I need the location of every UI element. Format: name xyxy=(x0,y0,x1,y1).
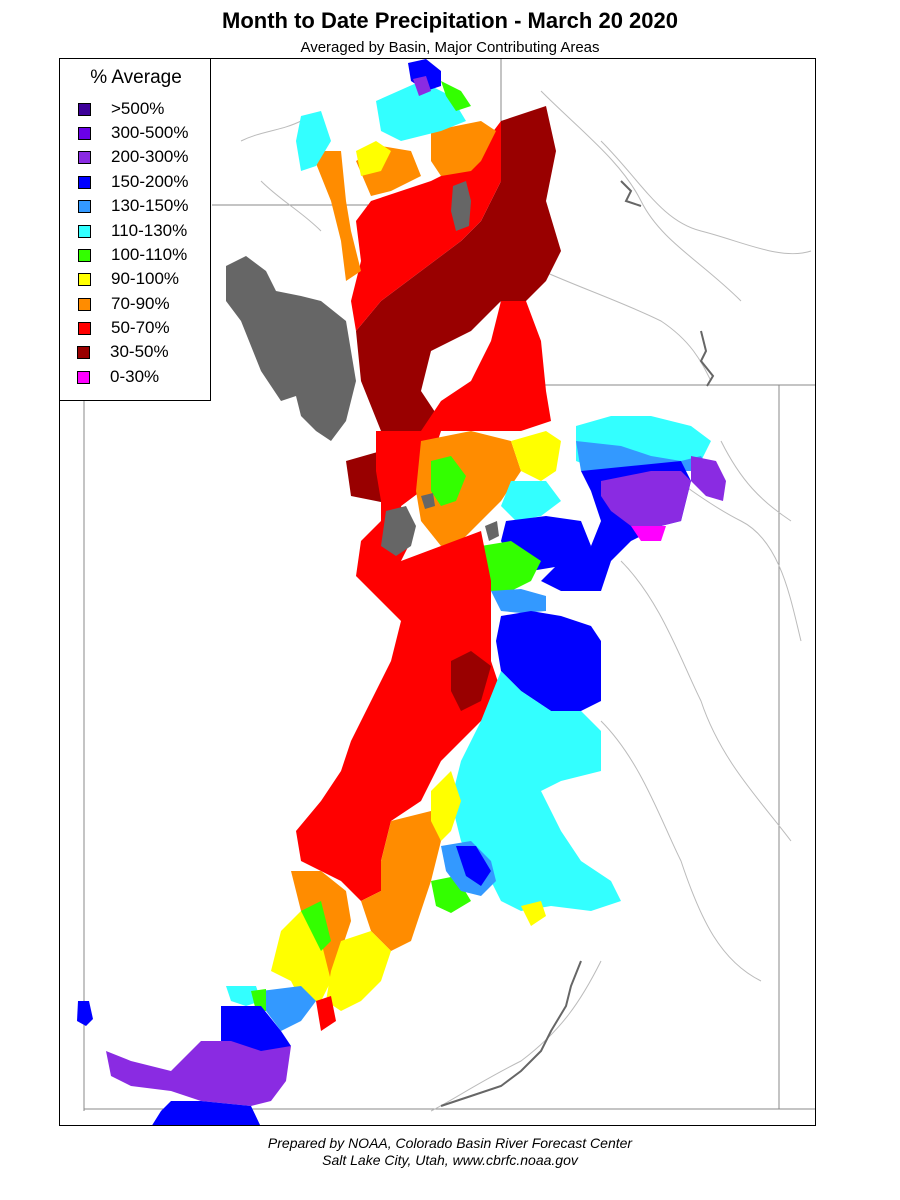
legend-label: 110-130% xyxy=(111,221,188,240)
legend-label: 150-200% xyxy=(111,172,189,191)
basin-farsouth-green xyxy=(251,989,266,1011)
basin-east-violet xyxy=(601,471,691,526)
utah-lake xyxy=(381,506,416,556)
basin-east-violet-2 xyxy=(691,456,726,501)
legend-label: 30-50% xyxy=(110,342,169,361)
legend-swatch xyxy=(78,175,91,189)
bear-lake xyxy=(451,181,471,231)
legend-label: 50-70% xyxy=(111,318,170,337)
basin-east-red xyxy=(421,301,551,431)
legend-swatch xyxy=(78,102,91,116)
legend-swatch xyxy=(77,370,90,384)
basin-south-blue xyxy=(456,846,491,886)
map-subtitle: Averaged by Basin, Major Contributing Ar… xyxy=(300,39,600,56)
legend-item: 110-130% xyxy=(78,221,187,241)
basin-south-dark xyxy=(451,651,491,711)
legend-swatch xyxy=(78,297,91,311)
map-area[interactable] xyxy=(59,58,816,1126)
legend-swatch xyxy=(78,272,91,286)
legend-swatch xyxy=(78,150,91,164)
basin-south-yellow-3 xyxy=(326,931,391,1011)
legend-item: 30-50% xyxy=(77,342,169,362)
basin-south-green-1 xyxy=(301,901,331,951)
basin-west-blue xyxy=(77,1001,93,1026)
legend-item: 200-300% xyxy=(78,147,189,167)
legend-item: 70-90% xyxy=(78,294,170,314)
legend-label: 90-100% xyxy=(111,269,180,288)
basin-southeast-blue xyxy=(496,611,601,711)
legend-item: >500% xyxy=(78,99,164,119)
legend-label: 300-500% xyxy=(111,123,189,142)
map-title: Month to Date Precipitation - March 20 2… xyxy=(222,8,678,33)
small-lake-2 xyxy=(421,493,435,509)
legend-title: % Average xyxy=(90,67,182,88)
legend-label: 0-30% xyxy=(110,367,160,386)
basin-north-orange-1 xyxy=(311,151,361,281)
legend-item: 300-500% xyxy=(78,123,189,143)
legend-item: 100-110% xyxy=(78,245,187,265)
river-channels xyxy=(440,180,715,1107)
basin-north-violet xyxy=(413,76,431,96)
footer-line-1: Prepared by NOAA, Colorado Basin River F… xyxy=(267,1135,633,1151)
legend-item: 130-150% xyxy=(78,196,189,216)
footer-line-2: Salt Lake City, Utah, www.cbrfc.noaa.gov xyxy=(322,1152,578,1168)
basin-south-yellow-1 xyxy=(431,771,461,841)
legend: % Average >500% 300-500% 200-300% 150-20… xyxy=(59,58,211,401)
legend-label: 100-110% xyxy=(111,245,188,264)
basins xyxy=(77,59,726,1125)
legend-item: 0-30% xyxy=(77,367,159,387)
basin-south-orange xyxy=(361,811,441,951)
basin-north-dark xyxy=(356,106,561,441)
legend-swatch xyxy=(78,126,91,140)
basin-north-cyan-1 xyxy=(296,111,331,171)
lakes xyxy=(226,181,499,556)
legend-label: >500% xyxy=(111,99,165,118)
basin-north-green xyxy=(441,81,471,111)
legend-item: 90-100% xyxy=(78,269,179,289)
basin-central-cyan-2 xyxy=(501,481,561,521)
legend-item: 150-200% xyxy=(78,172,189,192)
legend-swatch xyxy=(78,248,91,262)
basin-farsouth-blue-2 xyxy=(152,1101,261,1125)
basin-farsouth-lightblue xyxy=(261,986,316,1031)
footer-credit: Prepared by NOAA, Colorado Basin River F… xyxy=(0,1135,900,1169)
basin-farsouth-violet xyxy=(106,1041,291,1106)
basin-central-lightblue-2 xyxy=(491,589,546,613)
basin-north-red xyxy=(351,121,501,331)
basin-farsouth-red xyxy=(316,996,336,1031)
legend-swatch xyxy=(78,199,91,213)
legend-label: 70-90% xyxy=(111,294,170,313)
basin-south-red xyxy=(296,531,501,901)
legend-label: 130-150% xyxy=(111,196,189,215)
legend-swatch xyxy=(78,224,91,238)
basin-north-orange-2 xyxy=(431,121,496,176)
basin-central-green-band xyxy=(481,541,541,591)
basin-central-yellow xyxy=(511,431,561,481)
basin-map xyxy=(77,59,815,1125)
basin-north-yellow xyxy=(356,141,391,176)
basin-central-green xyxy=(431,456,466,506)
basin-north-cyan-2 xyxy=(376,81,466,141)
legend-item: 50-70% xyxy=(78,318,170,338)
legend-swatch xyxy=(78,321,91,335)
basin-south-yellow-4 xyxy=(521,901,546,926)
basin-east-magenta xyxy=(631,526,666,541)
legend-label: 200-300% xyxy=(111,147,189,166)
legend-swatch xyxy=(77,345,90,359)
great-salt-lake xyxy=(226,256,356,441)
small-lake-1 xyxy=(485,521,499,541)
basin-southeast-cyan xyxy=(451,671,621,911)
